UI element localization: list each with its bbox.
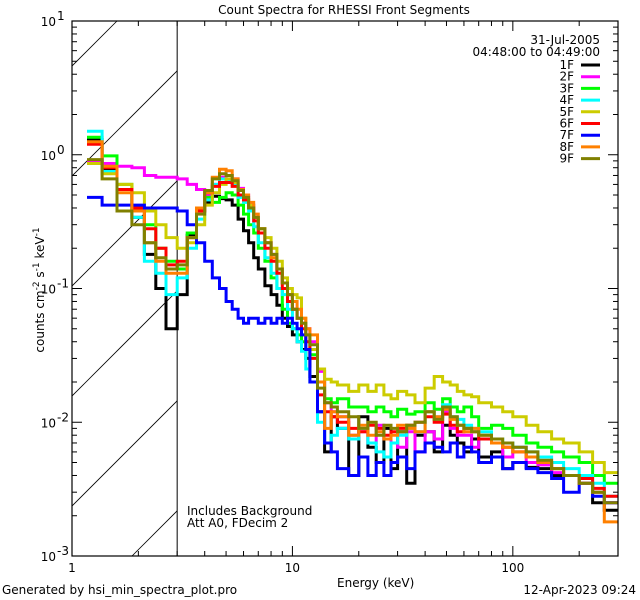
legend-header: 31-Jul-2005: [530, 33, 600, 47]
x-tick-labels: 1 10 100: [68, 561, 524, 575]
y-tick-exponent: 0: [57, 143, 65, 157]
legend-header: 04:48:00 to 04:49:00: [473, 45, 600, 59]
legend-label: 8F: [559, 140, 574, 154]
x-axis-label: Energy (keV): [337, 576, 414, 590]
annotation-text: Att A0, FDecim 2: [187, 516, 288, 530]
series-7f: [87, 195, 618, 505]
annotation-text: Includes Background: [187, 504, 312, 518]
series-layer: [87, 129, 618, 524]
legend-label: 6F: [559, 117, 574, 131]
plot-frame: [71, 20, 619, 557]
y-tick-label: 10: [41, 283, 56, 297]
y-tick-label: 10: [41, 149, 56, 163]
footer-timestamp: 12-Apr-2023 09:24: [523, 583, 636, 597]
y-axis-label: counts cm-2 s-1 keV-1: [32, 227, 47, 352]
footer-generated-by: Generated by hsi_min_spectra_plot.pro: [2, 583, 237, 597]
y-tick-exponent: -3: [57, 544, 69, 558]
legend-label: 3F: [559, 81, 574, 95]
axis-ticks: [71, 21, 619, 557]
series-9f: [87, 158, 618, 505]
x-tick-label: 1: [68, 561, 76, 575]
legend-label: 9F: [559, 152, 574, 166]
hatch-line: [0, 21, 7, 556]
x-tick-label: 10: [285, 561, 300, 575]
y-tick-label: 10: [41, 416, 56, 430]
chart-title: Count Spectra for RHESSI Front Segments: [218, 3, 470, 17]
hatch-line: [72, 400, 178, 507]
y-tick-exponent: -2: [57, 410, 69, 424]
y-tick-exponent: 1: [57, 9, 65, 23]
legend-label: 4F: [559, 93, 574, 107]
hatch-line: [72, 70, 178, 177]
legend-label: 1F: [559, 58, 574, 72]
x-tick-label: 100: [501, 561, 524, 575]
y-tick-label: 10: [41, 550, 56, 564]
hatched-excluded-region: [0, 21, 178, 556]
legend-label: 5F: [559, 105, 574, 119]
legend-label: 7F: [559, 128, 574, 142]
y-tick-exponent: -1: [57, 277, 69, 291]
legend-label: 2F: [559, 70, 574, 84]
y-tick-label: 10: [41, 15, 56, 29]
